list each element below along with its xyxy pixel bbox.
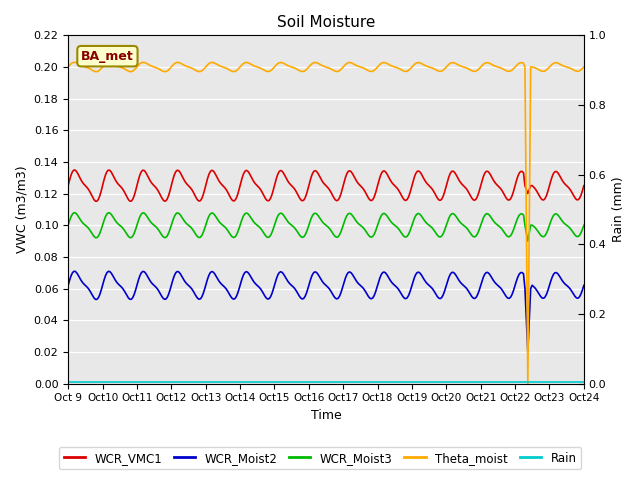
X-axis label: Time: Time [310,409,341,422]
Y-axis label: VWC (m3/m3): VWC (m3/m3) [15,166,28,253]
Legend: WCR_VMC1, WCR_Moist2, WCR_Moist3, Theta_moist, Rain: WCR_VMC1, WCR_Moist2, WCR_Moist3, Theta_… [59,447,581,469]
Y-axis label: Rain (mm): Rain (mm) [612,177,625,242]
Title: Soil Moisture: Soil Moisture [277,15,375,30]
Text: BA_met: BA_met [81,50,134,63]
